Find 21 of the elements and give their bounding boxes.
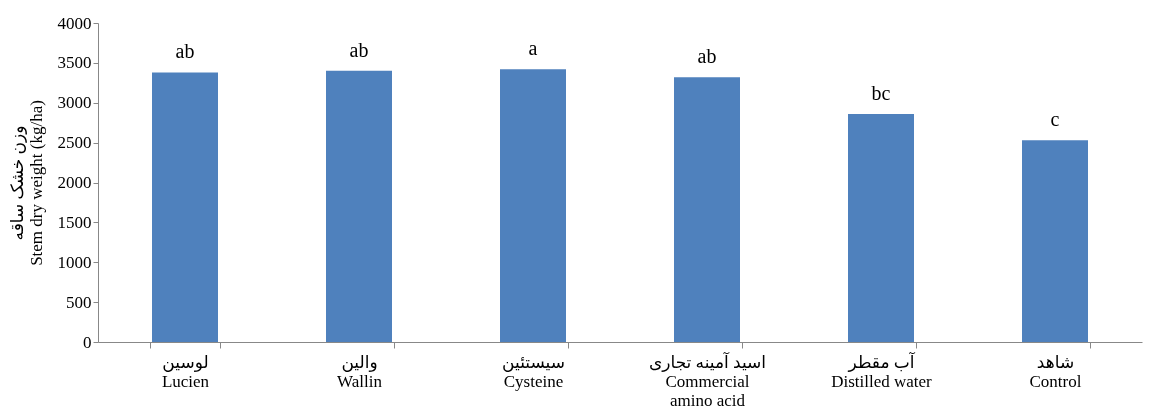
bar xyxy=(500,69,566,342)
y-tick-label: 1000 xyxy=(57,252,92,272)
data-label: ab xyxy=(697,45,717,68)
data-label: ab xyxy=(349,38,369,61)
bar xyxy=(1022,140,1088,342)
bar xyxy=(848,113,914,342)
data-label: a xyxy=(528,37,538,60)
y-tick-label: 2000 xyxy=(57,173,92,192)
bar xyxy=(674,77,740,342)
bar xyxy=(152,72,218,342)
bar xyxy=(326,70,392,342)
data-label: c xyxy=(1050,108,1060,131)
y-tick-label: 1500 xyxy=(57,212,92,232)
y-tick-label: 2500 xyxy=(57,133,92,153)
data-label: bc xyxy=(871,81,891,104)
y-tick-label: 3000 xyxy=(57,93,92,113)
y-tick-label: 3500 xyxy=(57,53,92,73)
y-tick-label: 0 xyxy=(83,332,92,352)
y-tick-label: 4000 xyxy=(57,13,92,33)
y-tick-label: 500 xyxy=(66,292,92,312)
data-label: ab xyxy=(175,40,195,63)
